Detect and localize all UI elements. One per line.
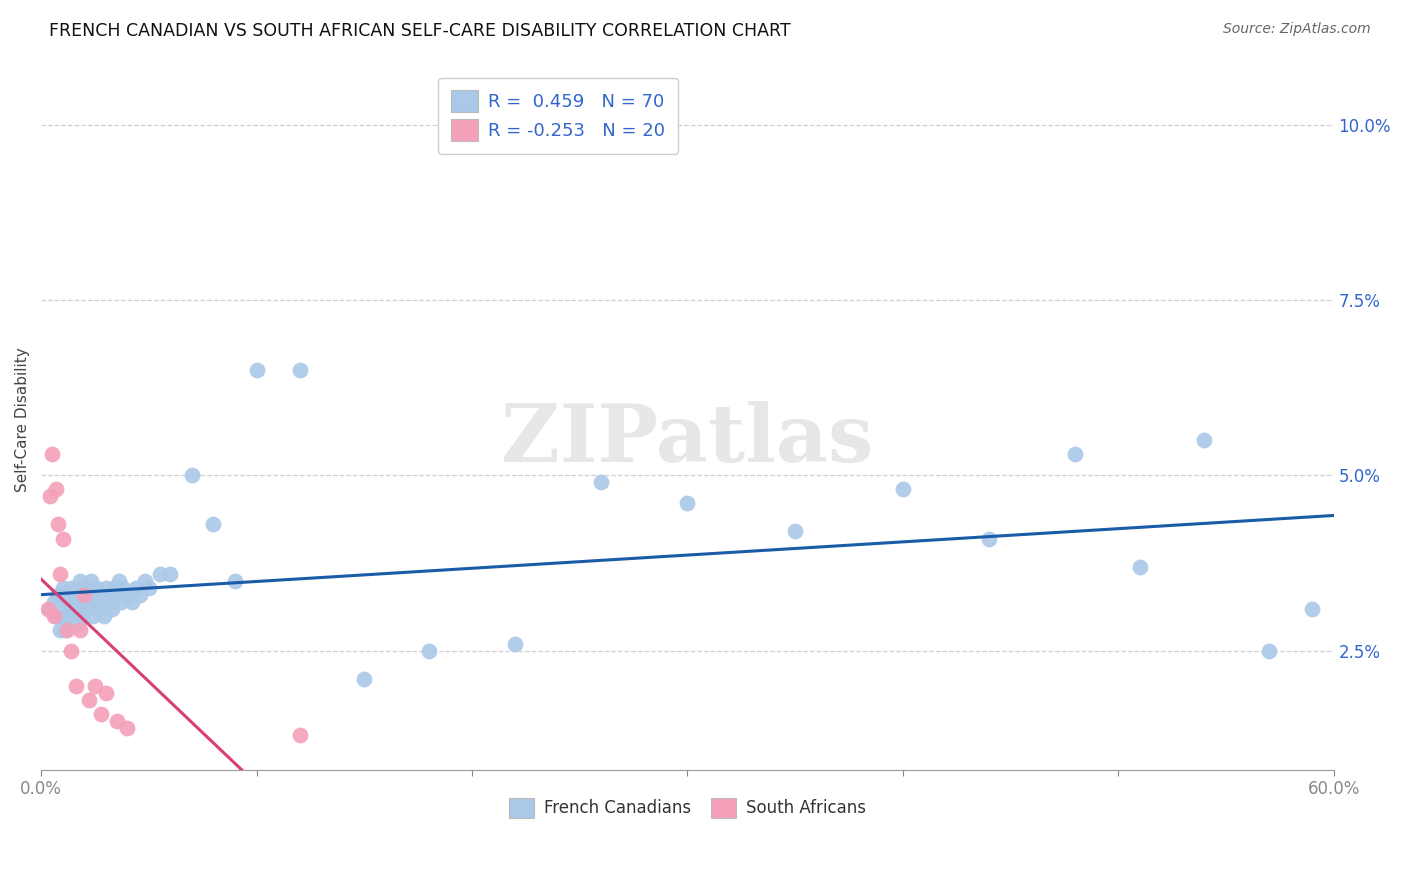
Point — [93, 608, 115, 623]
Point — [56, 588, 79, 602]
Point — [56, 601, 79, 615]
Y-axis label: Self-Care Disability: Self-Care Disability — [15, 347, 30, 491]
Point — [66, 581, 89, 595]
Text: ZIPatlas: ZIPatlas — [502, 401, 873, 479]
Point — [125, 581, 148, 595]
Point — [129, 588, 152, 602]
Point — [45, 608, 67, 623]
Point — [202, 517, 225, 532]
Point — [977, 532, 1000, 546]
Point — [98, 588, 121, 602]
Point — [62, 588, 84, 602]
Point — [65, 679, 87, 693]
Point — [288, 728, 311, 742]
Point — [49, 566, 72, 581]
Point — [84, 594, 107, 608]
Point — [53, 623, 76, 637]
Point — [66, 615, 89, 630]
Point — [1194, 434, 1216, 448]
Point — [149, 566, 172, 581]
Point — [783, 524, 806, 539]
Point — [60, 608, 83, 623]
Point — [62, 601, 84, 615]
Point — [1129, 559, 1152, 574]
Point — [90, 706, 112, 721]
Point — [180, 468, 202, 483]
Point — [46, 517, 69, 532]
Point — [52, 581, 75, 595]
Point — [77, 594, 100, 608]
Text: Source: ZipAtlas.com: Source: ZipAtlas.com — [1223, 22, 1371, 37]
Point — [97, 594, 120, 608]
Point — [73, 588, 96, 602]
Point — [1258, 644, 1281, 658]
Point — [75, 601, 97, 615]
Point — [105, 714, 128, 728]
Point — [38, 601, 60, 615]
Point — [42, 594, 65, 608]
Legend: French Canadians, South Africans: French Canadians, South Africans — [502, 791, 873, 825]
Point — [107, 574, 129, 588]
Point — [37, 601, 59, 615]
Point — [1064, 447, 1087, 461]
Point — [159, 566, 181, 581]
Point — [121, 594, 143, 608]
Point — [418, 644, 440, 658]
Point — [591, 475, 613, 490]
Point — [52, 608, 75, 623]
Point — [46, 588, 69, 602]
Point — [60, 581, 83, 595]
Point — [38, 490, 60, 504]
Text: FRENCH CANADIAN VS SOUTH AFRICAN SELF-CARE DISABILITY CORRELATION CHART: FRENCH CANADIAN VS SOUTH AFRICAN SELF-CA… — [49, 22, 790, 40]
Point — [84, 679, 107, 693]
Point — [69, 601, 91, 615]
Point — [70, 588, 93, 602]
Point — [676, 496, 699, 510]
Point — [56, 623, 79, 637]
Point — [134, 574, 156, 588]
Point — [65, 608, 87, 623]
Point — [69, 574, 91, 588]
Point — [138, 581, 160, 595]
Point — [101, 601, 124, 615]
Point — [45, 483, 67, 497]
Point — [94, 581, 117, 595]
Point — [73, 581, 96, 595]
Point — [117, 721, 139, 735]
Point — [89, 601, 111, 615]
Point — [58, 594, 80, 608]
Point — [103, 581, 125, 595]
Point — [245, 363, 267, 377]
Point — [288, 363, 311, 377]
Point — [41, 447, 63, 461]
Point — [94, 686, 117, 700]
Point — [891, 483, 914, 497]
Point — [86, 581, 108, 595]
Point — [49, 623, 72, 637]
Point — [77, 588, 100, 602]
Point — [90, 588, 112, 602]
Point — [82, 608, 104, 623]
Point — [58, 615, 80, 630]
Point — [503, 637, 526, 651]
Point — [1301, 601, 1323, 615]
Point — [79, 574, 101, 588]
Point — [110, 594, 132, 608]
Point — [42, 608, 65, 623]
Point — [60, 644, 83, 658]
Point — [52, 532, 75, 546]
Point — [353, 672, 375, 686]
Point — [69, 623, 91, 637]
Point — [70, 608, 93, 623]
Point — [65, 594, 87, 608]
Point — [77, 693, 100, 707]
Point — [224, 574, 246, 588]
Point — [111, 581, 134, 595]
Point — [117, 588, 139, 602]
Point — [105, 588, 128, 602]
